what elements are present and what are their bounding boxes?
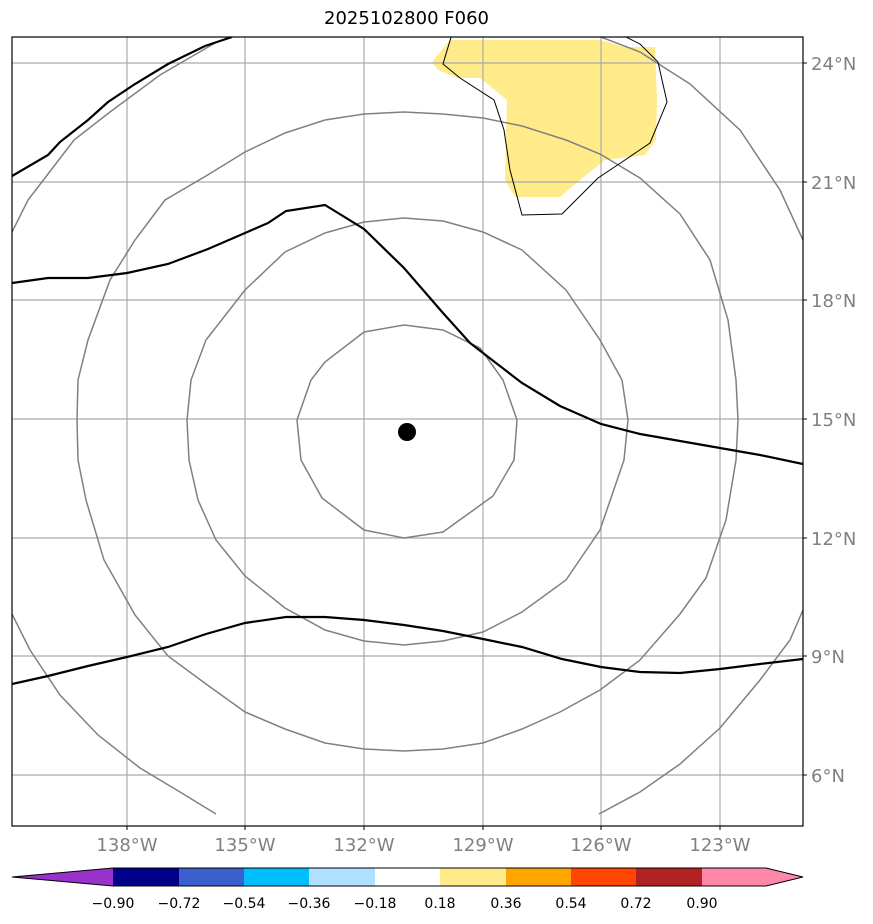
colorbar-tick-label: −0.18 xyxy=(354,896,397,912)
map-frame xyxy=(11,36,804,827)
colorbar-tick-label: 0.72 xyxy=(620,896,651,912)
contour-lines xyxy=(12,37,803,686)
colorbar-segment xyxy=(179,868,244,886)
colorbar-segment xyxy=(244,868,309,886)
range-ring xyxy=(76,111,739,752)
colorbar-tick-label: −0.90 xyxy=(92,896,135,912)
lat-label: 12°N xyxy=(811,529,856,550)
colorbar-segment xyxy=(636,868,702,886)
colorbar-segment xyxy=(113,868,179,886)
colorbar-tick-label: 0.18 xyxy=(424,896,455,912)
contour-line xyxy=(12,37,233,177)
range-ring xyxy=(186,217,629,646)
axis-ticks xyxy=(126,62,807,830)
gridlines xyxy=(12,37,803,826)
range-ring xyxy=(296,324,518,539)
region-outline xyxy=(442,37,668,216)
colorbar-extend-high xyxy=(702,868,803,886)
colorbar-segment xyxy=(571,868,636,886)
colorbar-segment xyxy=(440,868,506,886)
colorbar-segment xyxy=(309,868,375,886)
lat-label: 9°N xyxy=(811,647,845,668)
storm-center-marker xyxy=(398,423,416,441)
lat-label: 6°N xyxy=(811,766,845,787)
colorbar-tick-label: 0.90 xyxy=(686,896,717,912)
lon-label: 138°W xyxy=(96,835,157,856)
lat-label: 15°N xyxy=(811,410,856,431)
colorbar-extend-low xyxy=(12,868,113,886)
lon-label: 129°W xyxy=(452,835,513,856)
lat-label: 21°N xyxy=(811,173,856,194)
contour-line xyxy=(12,615,803,686)
colorbar-tick-label: 0.36 xyxy=(490,896,521,912)
lat-label: 18°N xyxy=(811,291,856,312)
lon-label: 126°W xyxy=(570,835,631,856)
colorbar-segment xyxy=(506,868,571,886)
colorbar-tick-label: 0.54 xyxy=(555,896,586,912)
region-outline-path xyxy=(442,37,668,216)
lon-label: 132°W xyxy=(333,835,394,856)
range-ring xyxy=(598,37,803,241)
colorbar-tick-label: −0.36 xyxy=(288,896,331,912)
range-ring xyxy=(12,37,232,233)
lat-label: 24°N xyxy=(811,54,856,75)
colorbar-tick-label: −0.54 xyxy=(223,896,266,912)
range-rings xyxy=(12,37,803,815)
range-ring xyxy=(598,609,803,815)
lon-label: 123°W xyxy=(689,835,750,856)
map-title: 2025102800 F060 xyxy=(324,8,489,29)
contour-line xyxy=(12,203,803,466)
colorbar-segment xyxy=(375,868,440,886)
colorbar-tick-label: −0.72 xyxy=(158,896,201,912)
range-ring xyxy=(12,613,217,815)
lon-label: 135°W xyxy=(214,835,275,856)
colorbar: −0.90 −0.72 −0.54 −0.36 −0.18 0.18 0.36 … xyxy=(11,867,804,912)
colorbar-outline xyxy=(11,867,804,887)
